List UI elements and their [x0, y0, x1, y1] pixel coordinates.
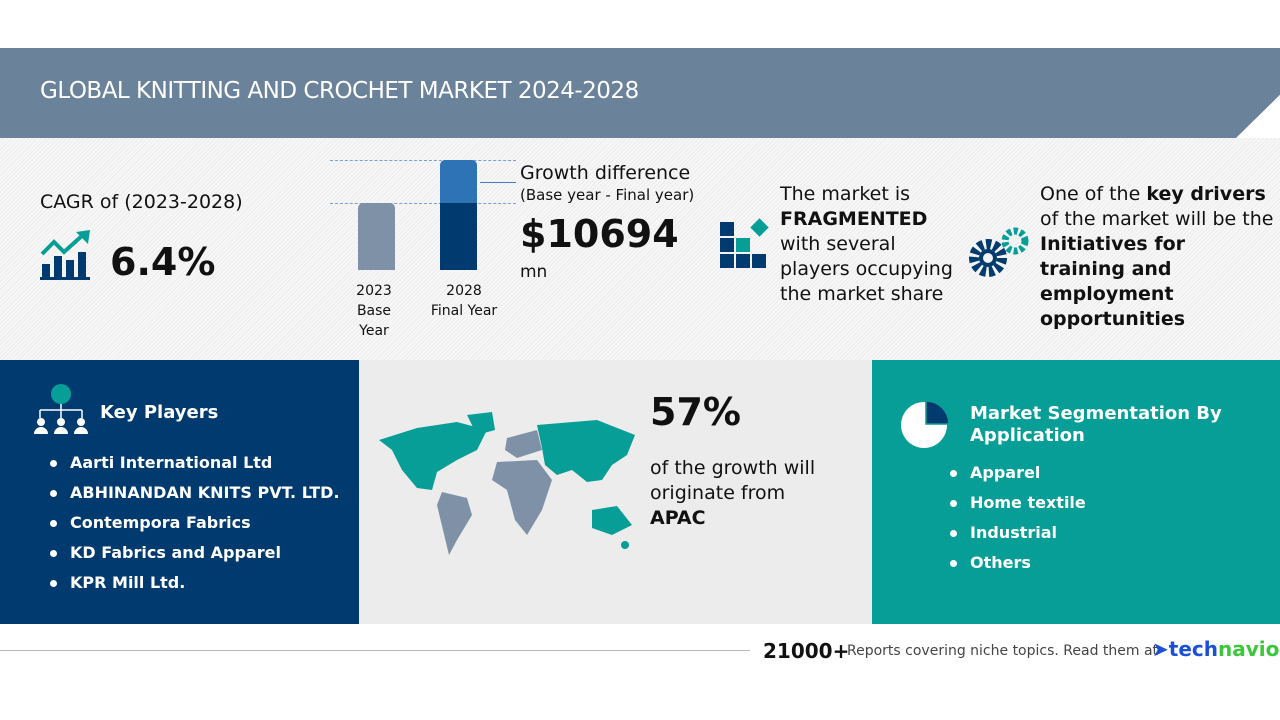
divider: [0, 650, 750, 651]
network-icon: [34, 384, 88, 434]
segment: Others: [950, 548, 1086, 578]
key-player: Contempora Fabrics: [50, 508, 340, 538]
region-text: of the growth will: [650, 457, 816, 479]
footer-text: Reports covering niche topics. Read them…: [847, 643, 1159, 659]
pie-chart-icon: [901, 400, 950, 448]
key-player: Aarti International Ltd: [50, 448, 340, 478]
bar-2028-base: [440, 203, 477, 270]
report-count: 21000+: [763, 639, 850, 663]
arrow-icon: [480, 182, 516, 183]
key-player: KPR Mill Ltd.: [50, 568, 340, 598]
market-text: with several: [780, 233, 896, 255]
key-players-panel: Key Players Aarti International Ltd ABHI…: [0, 360, 359, 624]
drivers-text: of the market will be the: [1040, 208, 1274, 230]
market-text: the market share: [780, 283, 944, 305]
bar-2023: [358, 203, 395, 270]
bar-year: 2028: [446, 283, 482, 299]
segment: Apparel: [950, 458, 1086, 488]
segmentation-panel: Market Segmentation By Application Appar…: [872, 360, 1280, 624]
segmentation-title: Market Segmentation By: [970, 403, 1222, 424]
market-text: players occupying: [780, 258, 953, 280]
driver: employment: [1040, 283, 1174, 305]
key-player: ABHINANDAN KNITS PVT. LTD.: [50, 478, 340, 508]
region-share: 57%: [650, 390, 741, 434]
bar-label: Base Year: [356, 303, 392, 339]
key-players-title: Key Players: [100, 402, 219, 423]
logo-icon: ➤: [1152, 637, 1169, 661]
key-player: KD Fabrics and Apparel: [50, 538, 340, 568]
market-text: The market is: [780, 183, 911, 205]
page-title: GLOBAL KNITTING AND CROCHET MARKET 2024-…: [40, 78, 639, 104]
stats-panel: [0, 138, 1280, 360]
header-banner: [0, 48, 1280, 138]
driver: opportunities: [1040, 308, 1186, 330]
gears-icon: [969, 227, 1029, 277]
growth-subtitle: (Base year - Final year): [520, 186, 695, 204]
cagr-value: 6.4%: [110, 240, 216, 284]
bar-label: Final Year: [430, 303, 498, 319]
growth-chart-icon: [40, 230, 90, 280]
fragmented-icon: [720, 218, 769, 268]
growth-unit: mn: [520, 262, 548, 282]
technavio-logo[interactable]: ➤technavio: [1152, 637, 1279, 661]
guide-line: [330, 203, 516, 204]
driver: training and: [1040, 258, 1172, 280]
region-text: originate from: [650, 482, 786, 504]
region-name: APAC: [650, 507, 706, 529]
world-map: [379, 412, 635, 555]
segment: Home textile: [950, 488, 1086, 518]
bar-2028-growth: [440, 160, 477, 203]
logo-text: navio: [1217, 637, 1280, 661]
guide-line: [330, 160, 516, 161]
bar-year: 2023: [356, 283, 392, 299]
segmentation-title: Application: [970, 425, 1085, 446]
logo-text: tech: [1168, 637, 1218, 661]
growth-title: Growth difference: [520, 162, 691, 184]
cagr-label: CAGR of (2023-2028): [40, 191, 243, 213]
driver: Initiatives for: [1040, 233, 1186, 255]
drivers-text: One of the: [1040, 183, 1147, 205]
drivers-key: key drivers: [1146, 183, 1266, 205]
segment: Industrial: [950, 518, 1086, 548]
region-panel: 57% of the growth will originate from AP…: [359, 360, 872, 624]
growth-value: $10694: [520, 212, 679, 256]
market-structure: FRAGMENTED: [780, 208, 928, 230]
